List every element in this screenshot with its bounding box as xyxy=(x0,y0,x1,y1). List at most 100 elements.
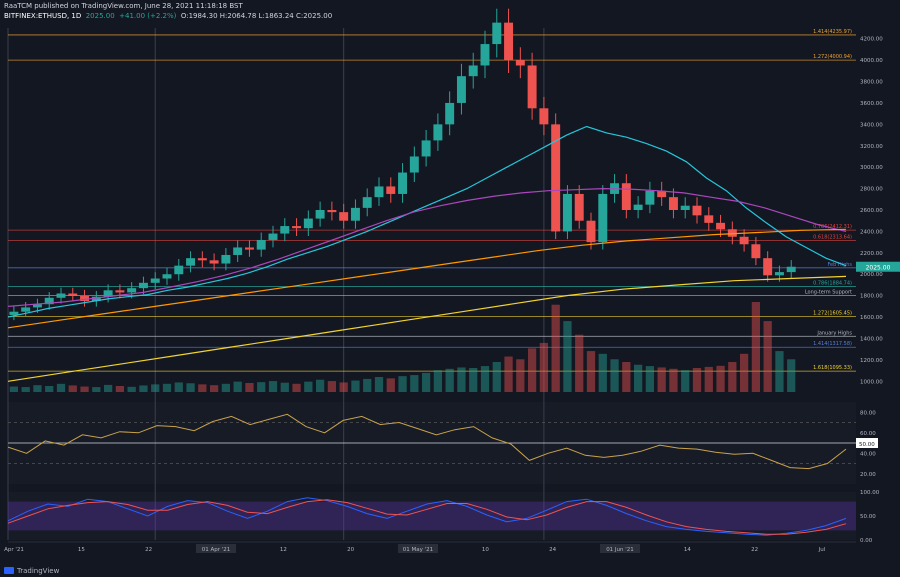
candle-body xyxy=(115,290,125,293)
volume-bar xyxy=(787,359,796,392)
tradingview-logo[interactable]: TradingView xyxy=(4,567,59,575)
x-tick-highlight xyxy=(600,544,640,553)
price-axis-label: 2000.00 xyxy=(860,272,883,278)
volume-bar xyxy=(9,386,19,392)
candle-body xyxy=(9,311,19,315)
volume-bar xyxy=(492,362,501,392)
volume-bar xyxy=(516,359,525,392)
volume-bar xyxy=(586,351,596,392)
volume-bar xyxy=(527,348,537,392)
symbol-line: BITFINEX:ETHUSD, 1D 2025.00 +41.00 (+2.2… xyxy=(4,11,332,21)
moving-average-line xyxy=(7,275,847,382)
volume-bar xyxy=(103,384,113,392)
volume-bar xyxy=(363,378,372,392)
volume-bar xyxy=(80,386,89,392)
moving-average-line xyxy=(7,228,847,329)
price-tag-label: 2025.00 xyxy=(866,265,891,272)
x-tick-label: Apr '21 xyxy=(4,547,24,553)
stoch-zone xyxy=(8,501,856,531)
price-axis-label: 2400.00 xyxy=(860,229,883,235)
volume-bar xyxy=(374,377,384,392)
candle-body xyxy=(445,102,455,125)
volume-bar xyxy=(669,368,678,392)
volume-bar xyxy=(162,383,172,392)
candle-body xyxy=(657,190,667,198)
price-axis-label: 3800.00 xyxy=(860,80,883,86)
volume-bar xyxy=(421,372,431,392)
candle-body xyxy=(292,226,302,229)
rsi-50-label: 50.00 xyxy=(859,442,875,448)
x-tick-label: 01 Apr '21 xyxy=(202,547,231,553)
volume-bar xyxy=(633,364,643,392)
level-label: 0.618(2313.64) xyxy=(813,235,852,241)
candle-body xyxy=(421,140,431,157)
candle-body xyxy=(244,247,254,250)
volume-bar xyxy=(445,368,454,392)
candle-body xyxy=(32,304,42,308)
candle-body xyxy=(268,233,278,240)
candle-body xyxy=(668,197,678,210)
rsi-50-tag xyxy=(856,438,878,448)
candle-body xyxy=(91,296,101,301)
candle-body xyxy=(80,295,90,301)
candle-body xyxy=(633,204,643,210)
volume-bar xyxy=(209,385,219,392)
volume-bar xyxy=(68,385,77,392)
volume-bar xyxy=(410,375,419,392)
x-tick-label: 22 xyxy=(145,547,152,553)
candle-body xyxy=(138,282,148,289)
volume-bar xyxy=(115,386,125,392)
level-label: 1.272(1605.45) xyxy=(813,311,852,317)
rsi-line xyxy=(7,413,847,470)
candle-body xyxy=(209,260,219,264)
price-axis-label: 3600.00 xyxy=(860,101,883,107)
x-tick-highlight xyxy=(398,544,438,553)
level-label: Feb Highs xyxy=(827,262,852,268)
volume-bar xyxy=(174,382,183,392)
volume-bar xyxy=(575,334,584,392)
volume-bar xyxy=(457,367,466,392)
x-tick-label: 24 xyxy=(549,547,556,553)
candle-body xyxy=(774,272,784,276)
volume-bar xyxy=(469,368,478,392)
candle-body xyxy=(68,293,78,296)
candle-body xyxy=(150,278,160,283)
price-axis-label: 3400.00 xyxy=(860,122,883,128)
volume-bar xyxy=(268,381,278,392)
volume-bar xyxy=(280,382,289,392)
candle-body xyxy=(680,205,690,210)
x-tick-label: 12 xyxy=(280,547,287,553)
volume-bar xyxy=(539,342,549,392)
volume-bar xyxy=(292,383,301,392)
volume-bar xyxy=(315,379,325,392)
volume-bar xyxy=(728,362,737,392)
rsi-axis-label: 80.00 xyxy=(860,410,876,416)
candle-body xyxy=(386,186,396,194)
candle-body xyxy=(562,193,572,232)
volume-bar xyxy=(645,366,655,392)
volume-bar xyxy=(151,384,160,392)
volume-bar xyxy=(386,378,395,392)
x-tick-label: 22 xyxy=(751,547,758,553)
candle-body xyxy=(515,60,525,66)
price-axis-label: 3000.00 xyxy=(860,165,883,171)
candle-body xyxy=(621,183,631,210)
stoch-k-line xyxy=(7,497,847,536)
x-tick-highlight xyxy=(196,544,236,553)
level-label: Long-term Support xyxy=(805,290,852,296)
volume-bar xyxy=(45,386,54,392)
price-axis-label: 1600.00 xyxy=(860,315,883,321)
candle-body xyxy=(645,190,655,205)
volume-bar xyxy=(398,376,407,392)
volume-bar xyxy=(657,367,666,392)
candle-body xyxy=(56,293,66,298)
volume-bar xyxy=(257,382,266,392)
candle-body xyxy=(186,258,196,266)
price-axis-label: 1200.00 xyxy=(860,358,883,364)
symbol: BITFINEX:ETHUSD, 1D xyxy=(4,12,82,20)
rsi-axis-label: 40.00 xyxy=(860,451,876,457)
candle-body xyxy=(468,65,478,77)
volume-bar xyxy=(551,304,560,392)
ohlc: O:1984.30 H:2064.78 L:1863.24 C:2025.00 xyxy=(180,12,333,20)
candle-body xyxy=(374,186,384,198)
